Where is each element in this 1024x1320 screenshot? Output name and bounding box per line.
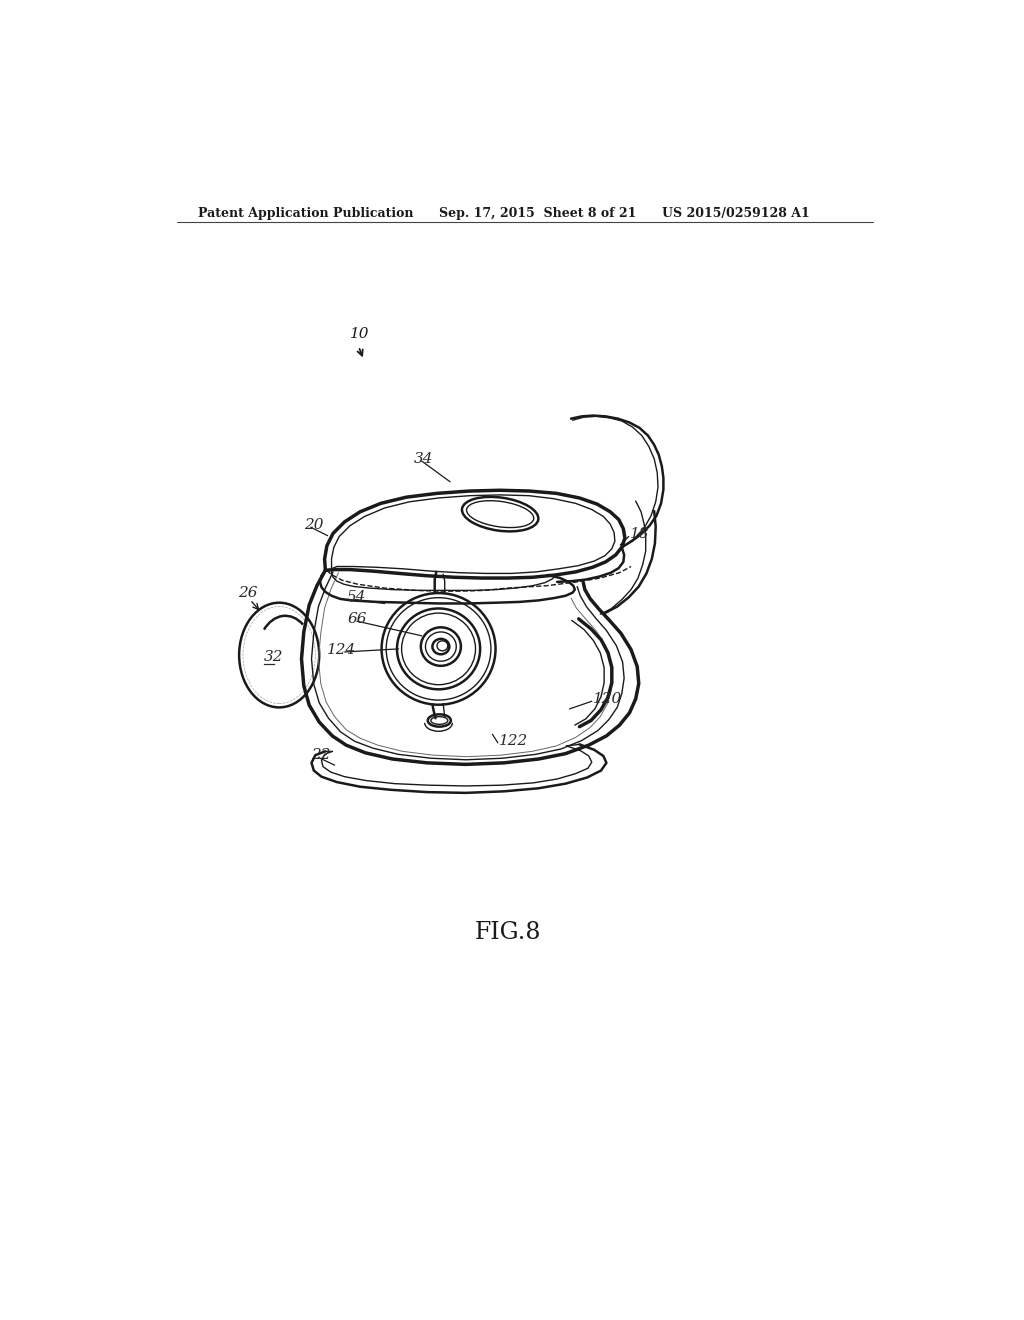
Text: 22: 22 <box>311 748 331 762</box>
Text: 26: 26 <box>239 586 258 601</box>
Text: 18: 18 <box>630 527 649 541</box>
Text: US 2015/0259128 A1: US 2015/0259128 A1 <box>662 207 810 220</box>
Text: 124: 124 <box>327 643 356 656</box>
Text: 66: 66 <box>348 612 368 626</box>
Text: Sep. 17, 2015  Sheet 8 of 21: Sep. 17, 2015 Sheet 8 of 21 <box>438 207 636 220</box>
Text: 32: 32 <box>264 651 284 664</box>
Text: FIG.8: FIG.8 <box>474 921 541 944</box>
Text: 34: 34 <box>414 451 433 466</box>
Text: 120: 120 <box>593 692 622 706</box>
Text: 10: 10 <box>350 327 370 341</box>
Text: 54: 54 <box>346 590 366 605</box>
Text: Patent Application Publication: Patent Application Publication <box>199 207 414 220</box>
Text: 20: 20 <box>304 517 324 532</box>
Text: 122: 122 <box>499 734 527 747</box>
